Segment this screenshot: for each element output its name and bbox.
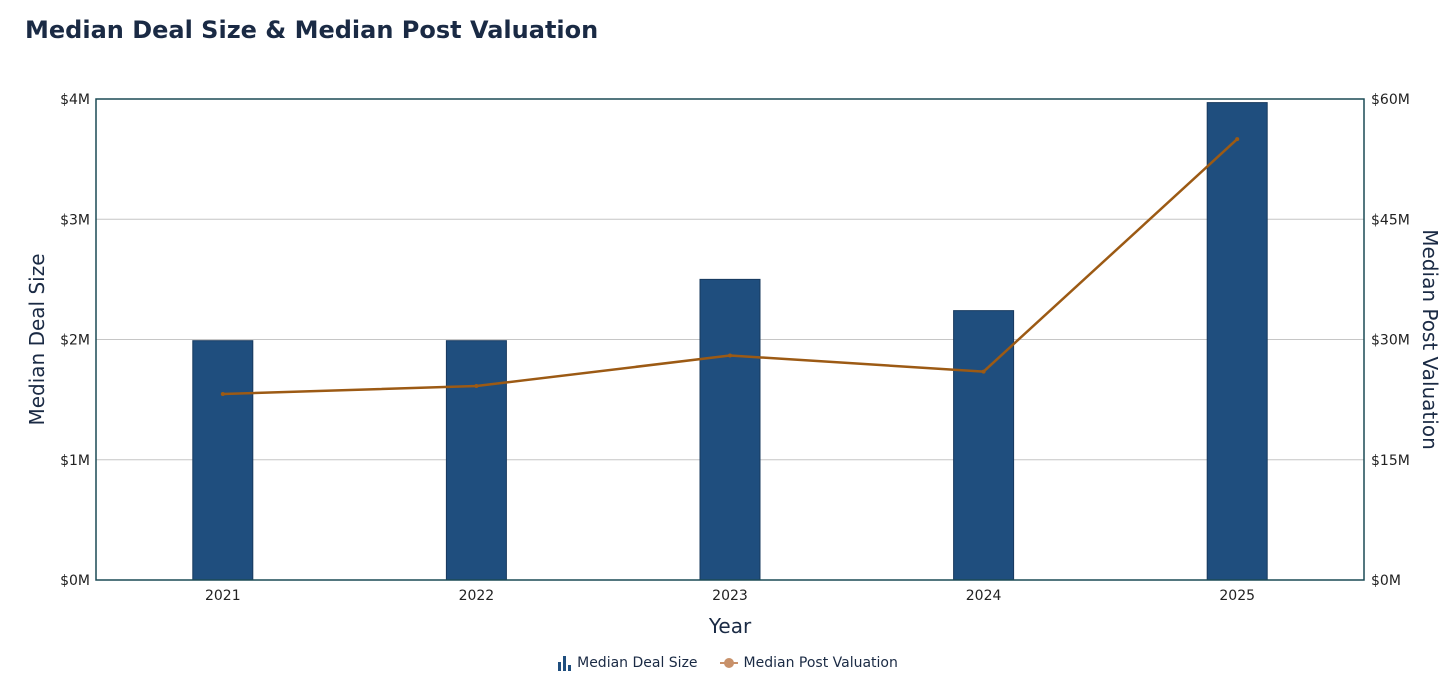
point-post-valuation-2024[interactable]: [981, 369, 986, 374]
bar-series: [192, 102, 1268, 581]
y-right-tick-label: $0M: [1371, 573, 1401, 589]
legend: Median Deal Size Median Post Valuation: [0, 655, 1456, 671]
point-post-valuation-2023[interactable]: [728, 353, 732, 358]
bar-chart-icon: [558, 655, 572, 671]
legend-item-post-valuation[interactable]: Median Post Valuation: [719, 655, 898, 671]
legend-item-deal-size[interactable]: Median Deal Size: [558, 655, 698, 671]
y-right-tick-label: $30M: [1371, 333, 1410, 349]
bar-deal-size-2025[interactable]: [1206, 102, 1268, 581]
bar-deal-size-2021[interactable]: [192, 340, 254, 581]
bar-deal-size-2023[interactable]: [699, 278, 761, 581]
y-left-tick-label: $0M: [60, 573, 90, 589]
x-tick-label: 2021: [205, 588, 241, 604]
y-axis-right-title: Median Post Valuation: [1418, 229, 1442, 450]
bar-deal-size-2022[interactable]: [445, 340, 507, 581]
point-post-valuation-2021[interactable]: [220, 392, 225, 397]
y-axis-left-title: Median Deal Size: [25, 253, 49, 425]
chart-title: Median Deal Size & Median Post Valuation: [25, 16, 599, 44]
y-right-tick-label: $60M: [1371, 92, 1410, 108]
plot-frame: [95, 98, 1365, 581]
point-post-valuation-2025[interactable]: [1235, 137, 1240, 142]
y-left-tick-label: $3M: [60, 212, 90, 228]
x-tick-label: 2023: [712, 588, 748, 604]
x-tick-label: 2022: [459, 588, 495, 604]
y-right-tick-label: $15M: [1371, 453, 1410, 469]
tick-labels: $0M $1M $2M $3M $4M $0M $15M $30M $45M $60M 2021 20…: [60, 92, 1410, 604]
line-marker-icon: [719, 655, 738, 671]
legend-label-deal-size: Median Deal Size: [577, 655, 698, 671]
y-left-tick-label: $4M: [60, 92, 90, 108]
y-left-tick-label: $2M: [60, 333, 90, 349]
y-left-tick-label: $1M: [60, 453, 90, 469]
line-series: [220, 137, 1240, 397]
x-axis-title: Year: [708, 614, 752, 638]
x-tick-label: 2025: [1219, 588, 1255, 604]
legend-label-post-valuation: Median Post Valuation: [743, 655, 898, 671]
y-right-tick-label: $45M: [1371, 212, 1410, 228]
x-tick-label: 2024: [966, 588, 1002, 604]
point-post-valuation-2022[interactable]: [474, 383, 479, 388]
